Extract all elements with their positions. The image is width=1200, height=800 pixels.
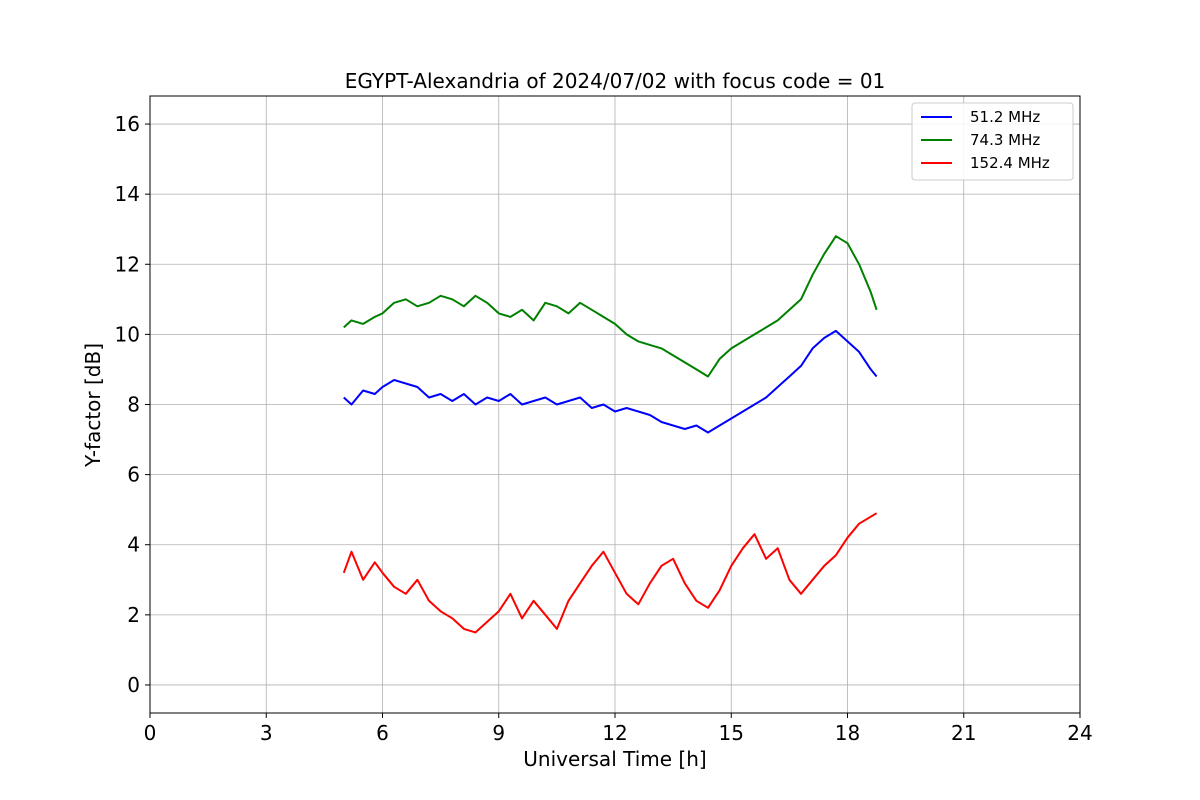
y-tick-label: 12	[115, 252, 140, 276]
x-tick-label: 0	[144, 721, 157, 745]
legend: 51.2 MHz 74.3 MHz 152.4 MHz	[911, 102, 1074, 181]
x-axis-label: Universal Time [h]	[523, 747, 706, 771]
y-tick-label: 4	[127, 533, 140, 557]
x-tick-label: 18	[835, 721, 860, 745]
series-line-152-4-mhz	[342, 512, 878, 634]
y-tick-label: 14	[115, 182, 140, 206]
legend-box	[911, 102, 1074, 181]
chart-title: EGYPT-Alexandria of 2024/07/02 with focu…	[345, 69, 886, 93]
legend-label: 51.2 MHz	[970, 108, 1040, 126]
y-tick-label: 2	[127, 603, 140, 627]
y-tick-label: 6	[127, 463, 140, 487]
legend-label: 74.3 MHz	[970, 131, 1040, 149]
x-tick-label: 6	[376, 721, 389, 745]
x-tick-label: 9	[492, 721, 505, 745]
y-tick-label: 10	[115, 322, 140, 346]
x-tick-label: 3	[260, 721, 273, 745]
y-tick-label: 8	[127, 393, 140, 417]
x-tick-label: 21	[951, 721, 976, 745]
series-lines	[342, 235, 878, 634]
x-tick-label: 15	[719, 721, 744, 745]
legend-label: 152.4 MHz	[970, 154, 1050, 172]
y-axis-label: Y-factor [dB]	[81, 343, 105, 468]
x-tick-label: 24	[1067, 721, 1092, 745]
series-line-74-3-mhz	[343, 235, 878, 378]
series-line-51-2-mhz	[343, 329, 878, 434]
x-tick-label: 12	[602, 721, 627, 745]
y-tick-label: 0	[127, 673, 140, 697]
y-tick-label: 16	[115, 112, 140, 136]
